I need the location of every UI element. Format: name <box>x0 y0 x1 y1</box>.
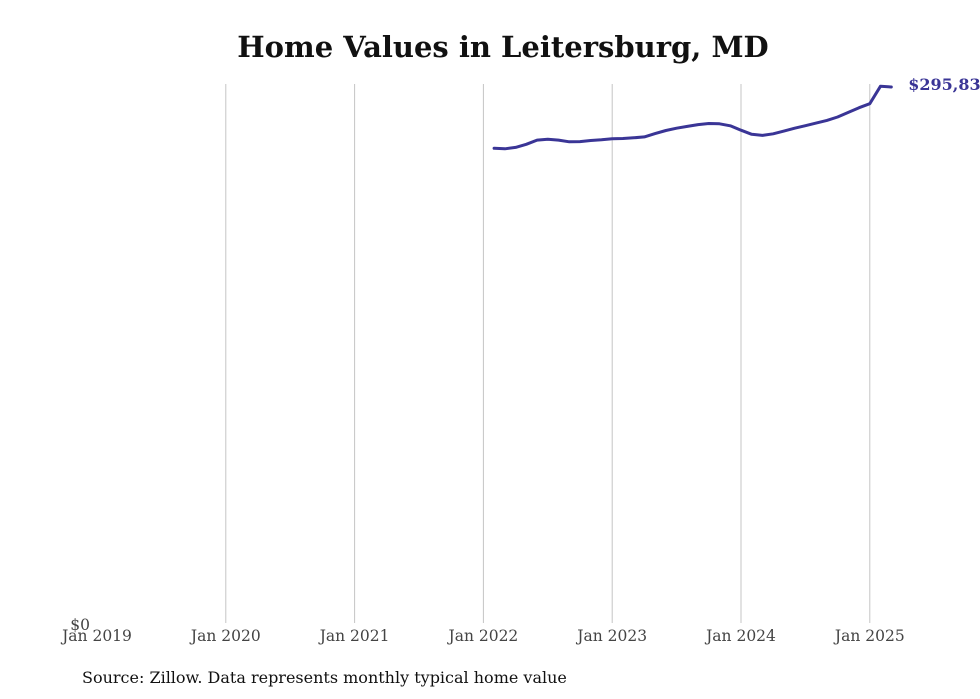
x-tick-label: Jan 2022 <box>446 627 518 645</box>
source-note: Source: Zillow. Data represents monthly … <box>82 668 567 687</box>
gridlines <box>225 84 871 623</box>
x-tick-label: Jan 2025 <box>833 627 905 645</box>
y-tick-label: $0 <box>70 616 90 634</box>
x-tick-label: Jan 2020 <box>189 627 261 645</box>
series-line <box>492 84 893 151</box>
x-tick-label: Jan 2023 <box>575 627 647 645</box>
tick-labels: Jan 2019 Jan 2020 Jan 2021 Jan 2022 Jan 2023… <box>60 75 980 645</box>
series-layer <box>492 84 893 151</box>
x-tick-label: Jan 2019 <box>60 627 132 645</box>
x-tick-label: Jan 2021 <box>318 627 390 645</box>
end-value-label: $295,833 <box>908 75 980 94</box>
x-tick-label: Jan 2024 <box>704 627 776 645</box>
chart-title: Home Values in Leitersburg, MD <box>237 30 769 64</box>
